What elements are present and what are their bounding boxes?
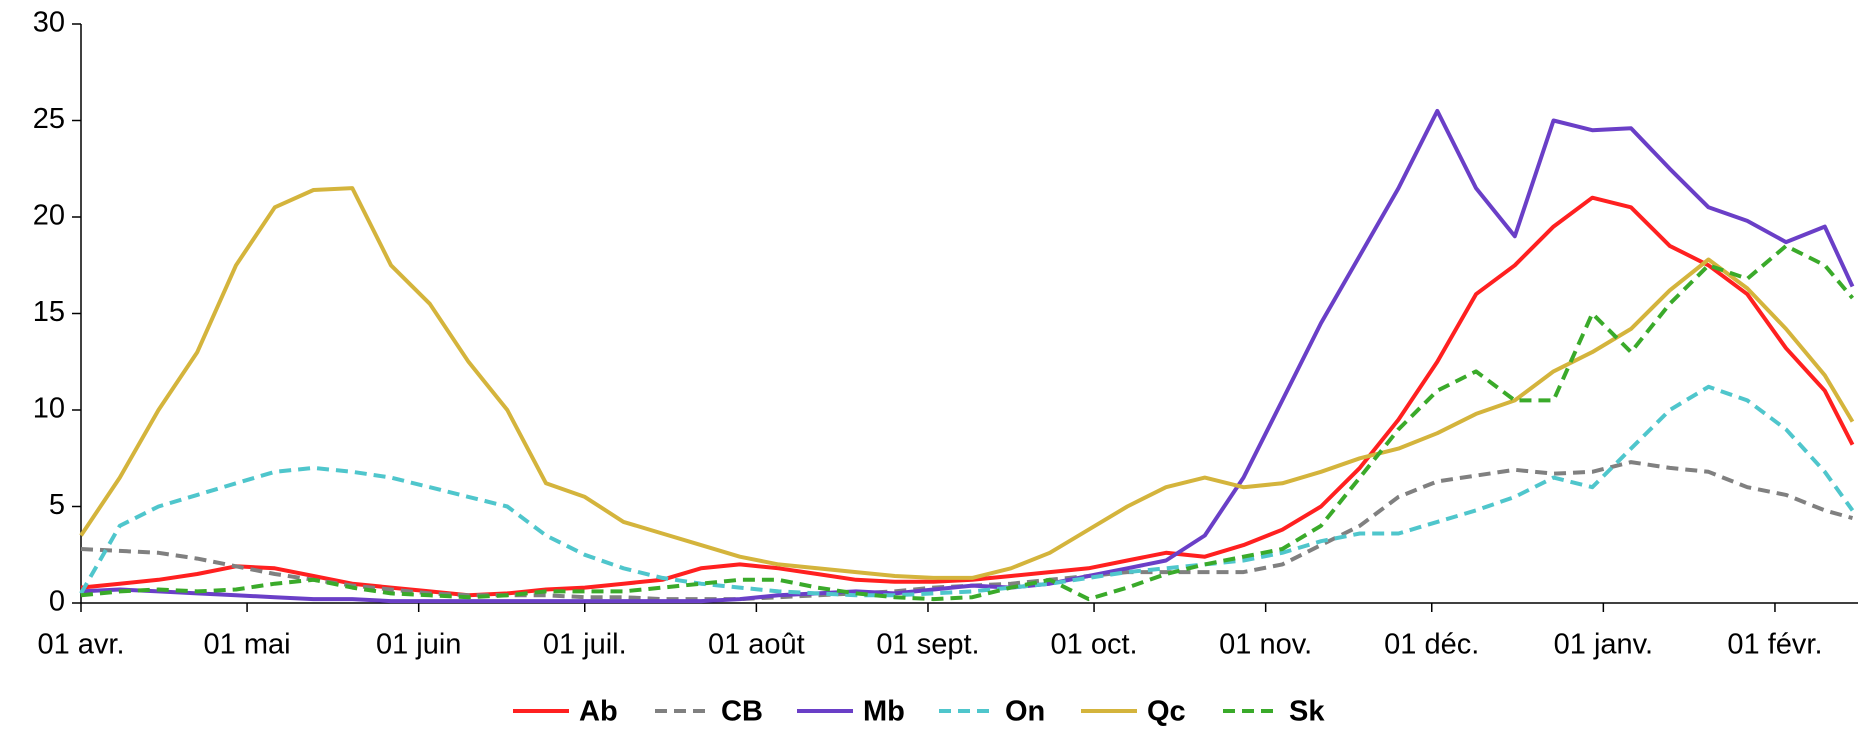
x-tick-label: 01 juin — [376, 629, 461, 661]
x-tick-label: 01 août — [708, 629, 805, 661]
x-tick-label: 01 oct. — [1051, 629, 1138, 661]
legend-label: On — [1005, 696, 1045, 728]
y-tick-label: 20 — [33, 200, 65, 232]
x-tick-label: 01 déc. — [1384, 629, 1479, 661]
x-tick-label: 01 mai — [204, 629, 291, 661]
series-line — [80, 108, 1855, 604]
legend-label: Mb — [863, 696, 905, 728]
y-tick-label: 0 — [49, 586, 65, 618]
y-tick-label: 30 — [33, 7, 65, 39]
legend-label: Sk — [1289, 696, 1325, 728]
series-line — [79, 384, 1855, 598]
y-tick-label: 5 — [49, 489, 65, 521]
legend-label: CB — [721, 696, 763, 728]
series-line — [79, 186, 1855, 580]
series-line — [80, 243, 1855, 602]
x-tick-label: 01 sept. — [876, 629, 979, 661]
y-tick-label: 25 — [33, 103, 65, 135]
x-tick-label: 01 janv. — [1554, 629, 1653, 661]
x-tick-label: 01 juil. — [543, 629, 627, 661]
series-line — [80, 195, 1855, 598]
x-tick-label: 01 févr. — [1727, 629, 1822, 661]
legend-label: Qc — [1147, 696, 1186, 728]
y-tick-label: 15 — [33, 296, 65, 328]
x-tick-label: 01 nov. — [1219, 629, 1312, 661]
x-tick-label: 01 avr. — [37, 629, 124, 661]
legend-label: Ab — [579, 696, 618, 728]
y-tick-label: 10 — [33, 393, 65, 425]
